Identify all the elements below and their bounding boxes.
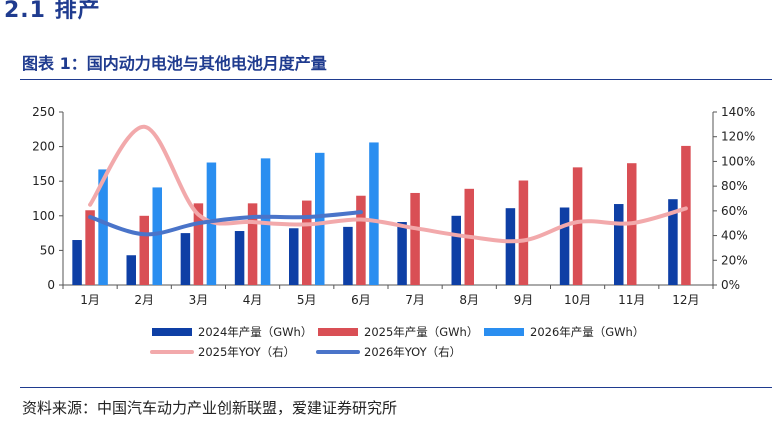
y-tick-label-left: 100 <box>32 209 55 223</box>
bar-2024 <box>289 228 299 285</box>
bar-2025 <box>681 145 691 285</box>
y-tick-label-right: 140% <box>721 105 755 119</box>
chart-title: 图表 1：国内动力电池与其他电池月度产量 <box>22 54 327 73</box>
line-2026-yoy <box>88 210 363 237</box>
x-tick-label: 7月 <box>405 293 425 307</box>
bar-2025 <box>356 195 366 285</box>
bar-2024 <box>451 215 461 285</box>
x-tick-label: 2月 <box>134 293 154 307</box>
bar-2026 <box>315 152 325 285</box>
bar-2024 <box>343 226 353 285</box>
x-tick-label: 6月 <box>351 293 371 307</box>
y-tick-label-left: 0 <box>47 278 55 292</box>
chart-bars <box>72 142 691 285</box>
bar-2025 <box>518 180 529 285</box>
x-tick-label: 8月 <box>459 293 479 307</box>
x-tick-label: 5月 <box>297 293 317 307</box>
x-tick-label: 11月 <box>618 293 645 307</box>
bar-2024 <box>234 231 245 285</box>
x-tick-label: 1月 <box>80 293 100 307</box>
y-tick-label-left: 200 <box>32 140 55 154</box>
bar-2025 <box>139 215 149 285</box>
section-heading: 2.1 排产 <box>4 0 101 23</box>
bar-2025 <box>193 203 204 285</box>
x-tick-label: 12月 <box>672 293 699 307</box>
legend-label: 2026年产量（GWh） <box>530 325 644 339</box>
source-divider <box>20 387 772 388</box>
legend-swatch-bar <box>318 328 358 336</box>
bar-2024 <box>180 233 191 285</box>
bar-2024 <box>614 204 624 285</box>
chart-axes: 0 50 100 150 200 250 0% 20% 40% 60% 80% 100% 120% 140… <box>32 105 755 307</box>
source-note: 资料来源：中国汽车动力产业创新联盟，爱建证券研究所 <box>22 399 398 417</box>
legend-label: 2025年产量（GWh） <box>364 325 478 339</box>
x-tick-label: 4月 <box>243 293 263 307</box>
bar-2025 <box>572 167 583 285</box>
bar-2025 <box>410 192 420 285</box>
chart-lines <box>88 124 688 244</box>
x-tick-label: 3月 <box>189 293 209 307</box>
bar-2024 <box>72 240 82 285</box>
legend-swatch-bar <box>152 328 192 336</box>
y-tick-label-right: 120% <box>721 130 755 144</box>
bar-2024 <box>397 222 407 285</box>
y-tick-label-right: 20% <box>721 253 748 267</box>
bar-2025 <box>247 203 258 285</box>
y-tick-label-right: 40% <box>721 229 748 243</box>
y-tick-label-right: 80% <box>721 179 748 193</box>
chart-legend: 2024年产量（GWh） 2025年产量（GWh） 2026年产量（GWh） 2025… <box>150 325 644 359</box>
bar-2024 <box>505 208 516 285</box>
y-tick-label-right: 0% <box>721 278 740 292</box>
x-tick-label: 9月 <box>514 293 534 307</box>
bar-2025 <box>302 200 312 285</box>
legend-label: 2024年产量（GWh） <box>198 325 312 339</box>
x-tick-label: 10月 <box>564 293 591 307</box>
legend-label: 2025年YOY（右） <box>198 345 295 359</box>
y-tick-label-left: 250 <box>32 105 55 119</box>
bar-2024 <box>126 255 136 285</box>
y-tick-label-left: 50 <box>40 243 55 257</box>
line-2025-yoy <box>88 124 688 244</box>
y-tick-label-right: 100% <box>721 154 755 168</box>
legend-label: 2026年YOY（右） <box>364 345 461 359</box>
title-divider <box>20 79 772 80</box>
bar-2024 <box>559 207 570 285</box>
bar-2024 <box>668 199 678 285</box>
bar-2026 <box>152 187 162 285</box>
y-tick-label-left: 150 <box>32 174 55 188</box>
y-tick-label-right: 60% <box>721 204 748 218</box>
bar-2026 <box>369 142 379 285</box>
legend-swatch-bar <box>484 328 524 336</box>
bar-2025 <box>85 210 95 285</box>
bar-2026 <box>98 169 108 285</box>
